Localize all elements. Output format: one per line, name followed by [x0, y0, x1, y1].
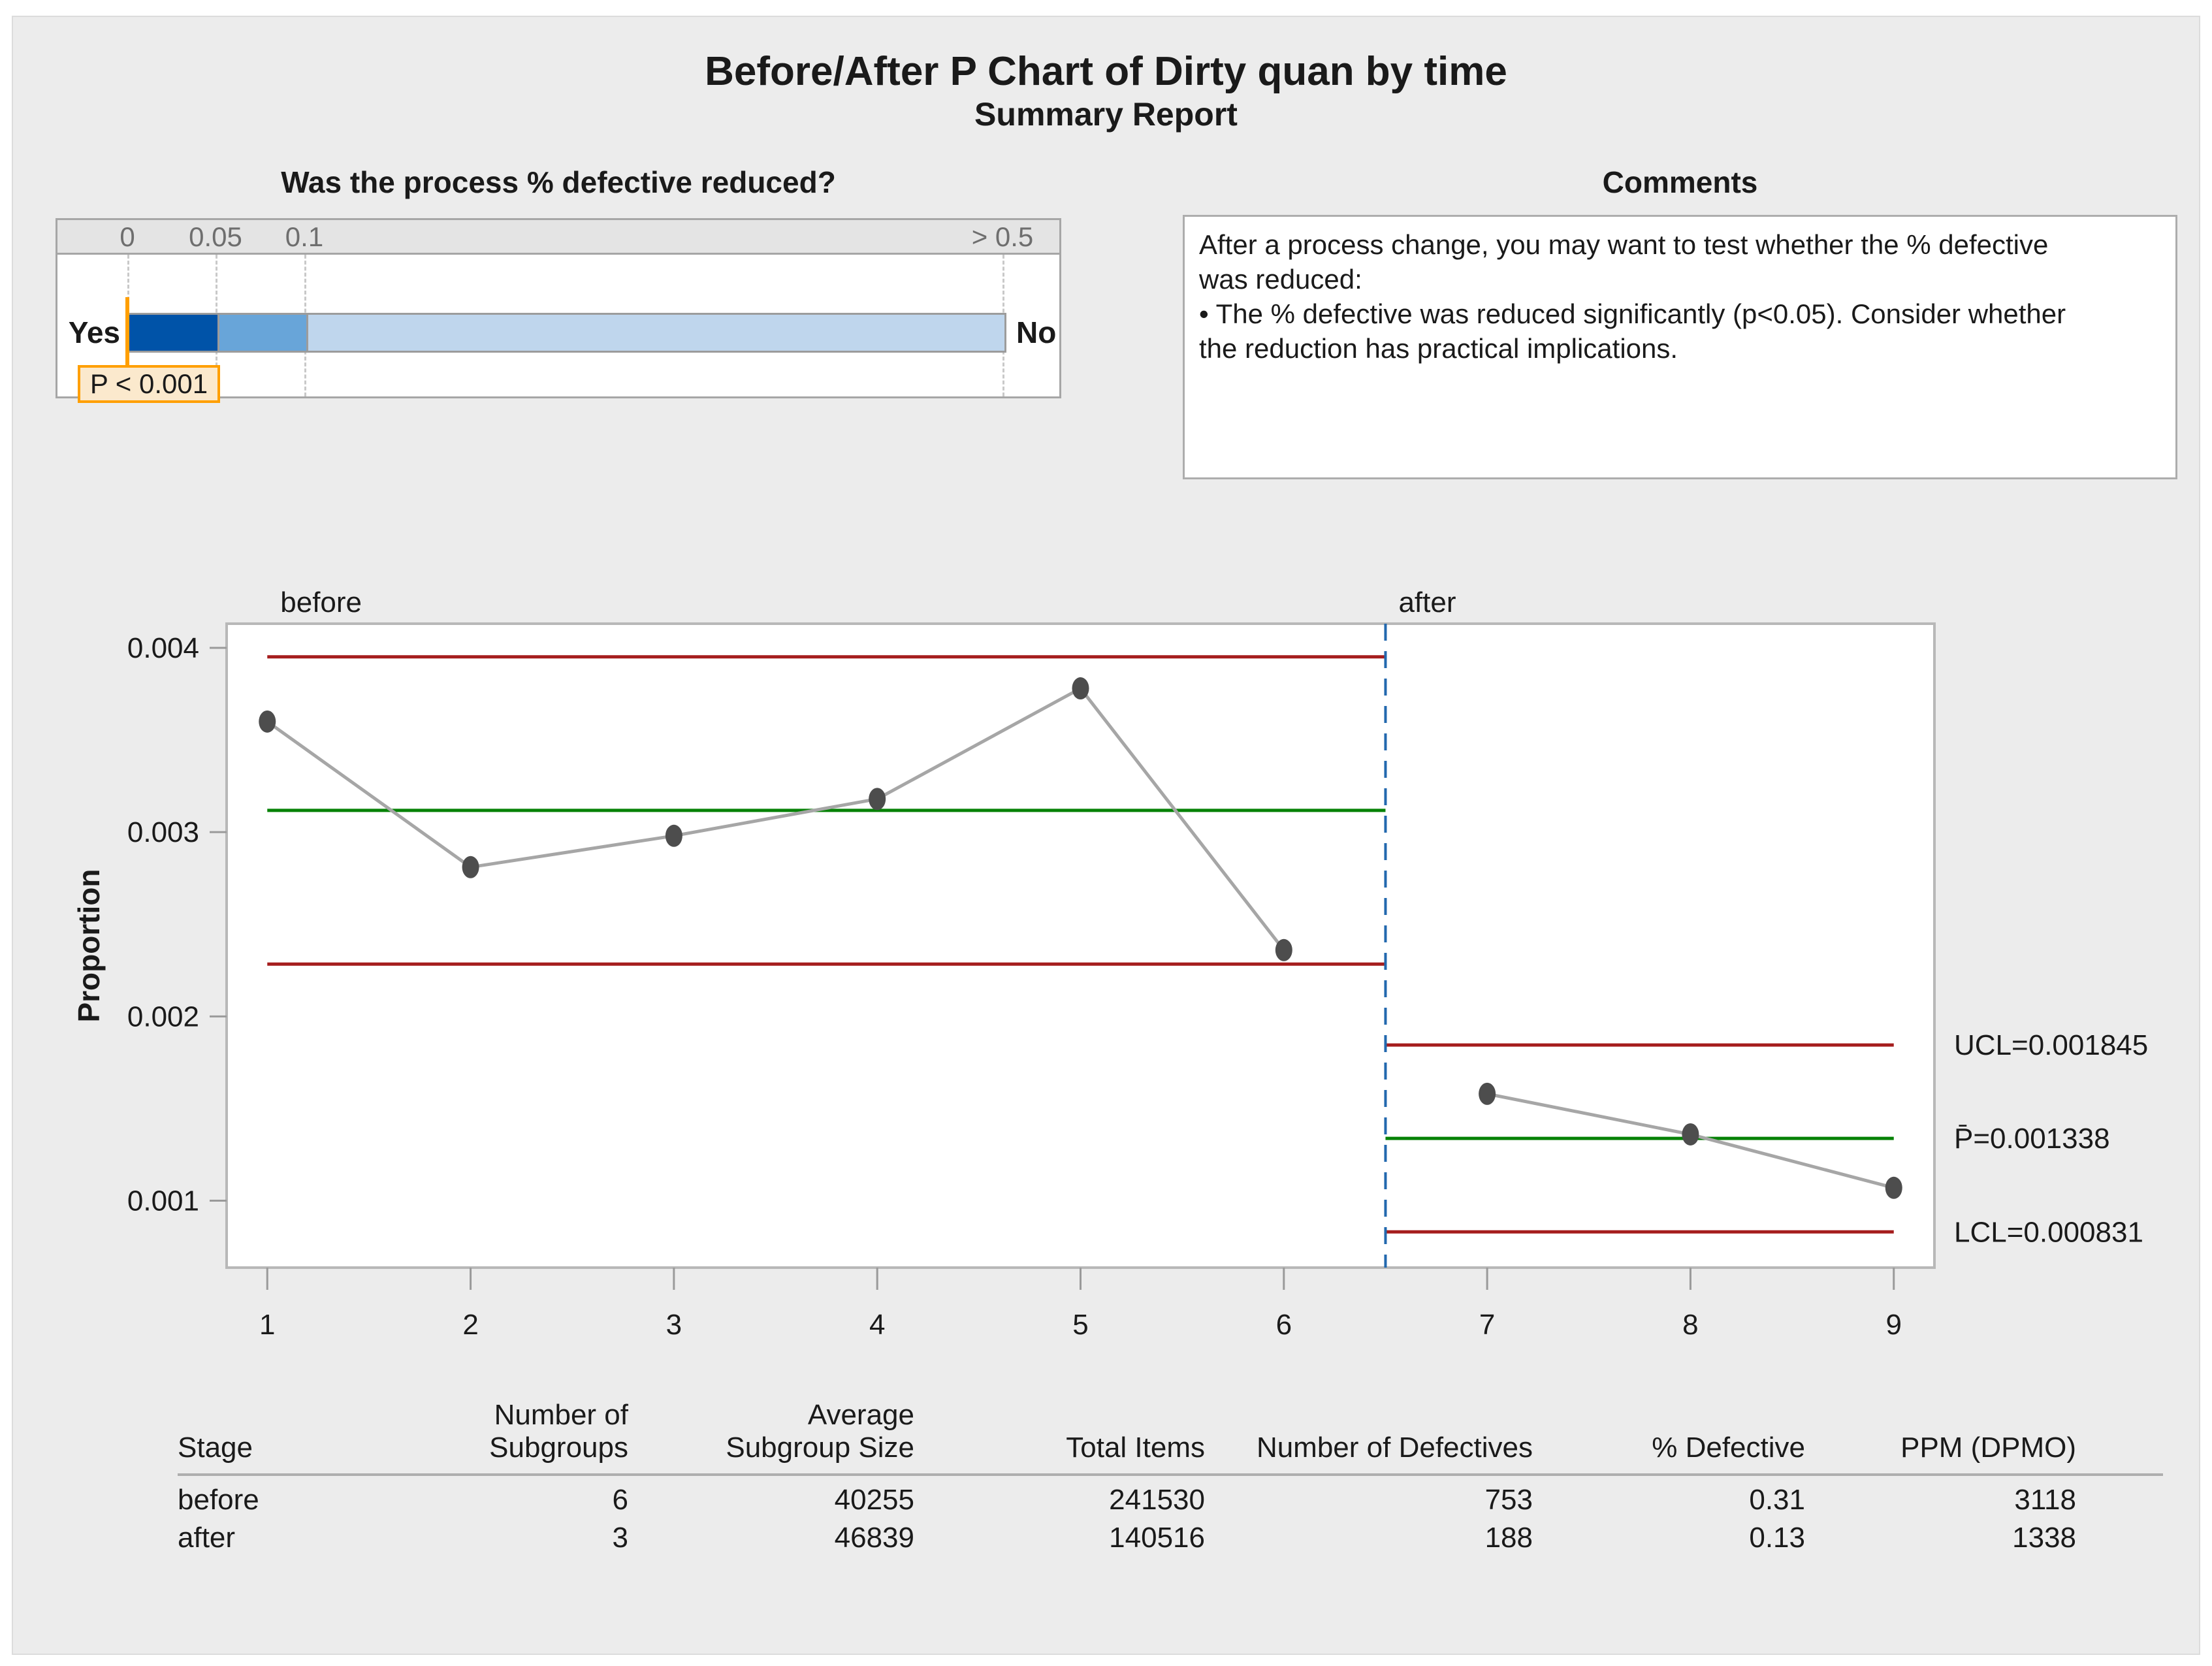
- y-tick-label: 0.001: [127, 1185, 199, 1217]
- gauge-segment-mid: [217, 315, 306, 351]
- data-point: [1275, 938, 1292, 961]
- table-cell: 1338: [2012, 1522, 2076, 1554]
- table-row: before 6 40255 241530 753 0.31 3118: [178, 1475, 2163, 1519]
- data-point: [665, 824, 682, 847]
- comment-line: After a process change, you may want to …: [1199, 229, 2049, 260]
- gauge-tick-05: > 0.5: [971, 221, 1034, 252]
- table-header: Number of Defectives: [1205, 1399, 1533, 1476]
- x-tick-label: 1: [259, 1309, 275, 1341]
- table-cell: 140516: [1109, 1522, 1205, 1554]
- comments-section-title: Comments: [1602, 165, 1758, 199]
- data-point: [1479, 1082, 1496, 1105]
- table-header: Stage: [178, 1399, 432, 1476]
- table-header: Average Subgroup Size: [628, 1399, 914, 1476]
- table-cell: 0.13: [1749, 1522, 1805, 1554]
- table-header: PPM (DPMO): [1805, 1399, 2076, 1476]
- page-title: Before/After P Chart of Dirty quan by ti…: [705, 49, 1507, 94]
- table-cell-filler: [2076, 1475, 2163, 1519]
- x-tick-label: 9: [1885, 1309, 1901, 1341]
- table-cell-filler: [2076, 1519, 2163, 1557]
- x-tick-label: 3: [666, 1309, 682, 1341]
- data-point: [259, 710, 276, 733]
- table-cell: 188: [1484, 1522, 1533, 1554]
- data-point: [1072, 677, 1089, 700]
- gauge-tick-005: 0.05: [189, 221, 242, 252]
- x-tick-label: 5: [1072, 1309, 1088, 1341]
- gauge-tick-01: 0.1: [285, 221, 324, 252]
- plot-area: [225, 622, 1936, 1269]
- gauge-tick-0: 0: [120, 221, 135, 252]
- gauge-section-title: Was the process % defective reduced?: [281, 165, 836, 199]
- limit-annotation: P̄=0.001338: [1954, 1123, 2110, 1155]
- x-tick-label: 4: [869, 1309, 885, 1341]
- y-axis-title: Proportion: [72, 869, 106, 1022]
- table-header: Number of Subgroups: [432, 1399, 628, 1476]
- comment-line: • The % defective was reduced significan…: [1199, 298, 2066, 329]
- data-point: [869, 788, 886, 810]
- limit-annotation: UCL=0.001845: [1954, 1029, 2148, 1061]
- table-cell: 3: [612, 1522, 628, 1554]
- table-header: % Defective: [1533, 1399, 1805, 1476]
- gauge-scale-strip: 0 0.05 0.1 > 0.5: [57, 220, 1059, 255]
- table-cell: 6: [612, 1484, 628, 1516]
- table-header-filler: [2076, 1399, 2163, 1476]
- stage-summary-table: Stage Number of Subgroups Average Subgroup S…: [178, 1399, 2163, 1557]
- stage-label: before: [280, 586, 362, 618]
- x-tick-label: 7: [1479, 1309, 1495, 1341]
- y-tick-label: 0.003: [127, 816, 199, 848]
- gauge-yes-label: Yes: [68, 315, 120, 349]
- gauge-no-label: No: [1016, 315, 1057, 349]
- title-block: Before/After P Chart of Dirty quan by ti…: [0, 49, 2212, 134]
- table-cell: 3118: [2014, 1484, 2076, 1516]
- y-tick-label: 0.004: [127, 632, 199, 664]
- table-cell: before: [178, 1484, 259, 1516]
- p-value-gauge: 0 0.05 0.1 > 0.5 Yes No P < 0.001: [56, 218, 1061, 403]
- stage-label: after: [1398, 586, 1456, 618]
- table-row: after 3 46839 140516 188 0.13 1338: [178, 1519, 2163, 1557]
- table-cell: 40255: [834, 1484, 914, 1516]
- series-line: [266, 686, 1285, 952]
- table-cell: 0.31: [1749, 1484, 1805, 1516]
- comment-line: was reduced:: [1199, 264, 1362, 295]
- table-header: Total Items: [914, 1399, 1205, 1476]
- comments-box: After a process change, you may want to …: [1183, 215, 2177, 479]
- limit-annotation: LCL=0.000831: [1954, 1216, 2143, 1248]
- comment-line: the reduction has practical implications…: [1199, 333, 1678, 364]
- y-tick-label: 0.002: [127, 1001, 199, 1033]
- p-value-callout: P < 0.001: [78, 365, 220, 403]
- x-tick-label: 8: [1682, 1309, 1698, 1341]
- gauge-segment-light: [306, 315, 1004, 351]
- p-value-marker: [125, 297, 129, 373]
- gauge-bar: [127, 313, 1006, 353]
- data-point: [1682, 1123, 1699, 1145]
- x-tick-label: 2: [462, 1309, 478, 1341]
- gauge-segment-dark: [129, 315, 217, 351]
- table-cell: 241530: [1109, 1484, 1205, 1516]
- data-point: [462, 856, 479, 878]
- table-cell: 753: [1484, 1484, 1533, 1516]
- data-point: [1885, 1176, 1902, 1199]
- table-cell: after: [178, 1522, 236, 1554]
- x-tick-label: 6: [1276, 1309, 1292, 1341]
- page-subtitle: Summary Report: [974, 96, 1238, 133]
- table-cell: 46839: [834, 1522, 914, 1554]
